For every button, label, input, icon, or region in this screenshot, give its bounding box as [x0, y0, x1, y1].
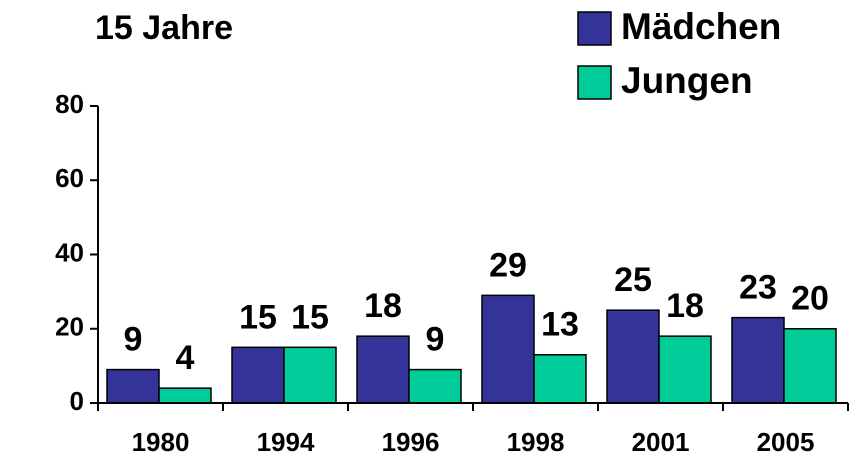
data-label: 9: [124, 321, 143, 359]
data-label: 9: [426, 321, 445, 359]
data-label: 13: [541, 306, 579, 344]
y-tick-label: 0: [70, 386, 84, 416]
data-label: 18: [666, 287, 704, 325]
x-tick-label: 2001: [632, 427, 690, 457]
data-label: 29: [489, 246, 527, 284]
bar: [731, 316, 785, 404]
bar: [606, 309, 660, 404]
y-tick-label: 60: [55, 163, 84, 193]
bar: [783, 328, 837, 404]
legend-swatch: [577, 11, 612, 46]
data-label: 4: [176, 339, 195, 377]
legend-label: Jungen: [621, 60, 753, 101]
x-tick-label: 1994: [257, 427, 315, 457]
x-tick-label: 2005: [757, 427, 815, 457]
data-label: 25: [614, 261, 652, 299]
chart-title: 15 Jahre: [95, 9, 233, 47]
data-label: 23: [739, 269, 777, 307]
bar: [106, 368, 160, 404]
bar: [658, 335, 712, 404]
bar: [481, 294, 535, 404]
bar: [231, 346, 285, 404]
y-tick-label: 20: [55, 312, 84, 342]
bar: [283, 346, 337, 404]
y-tick-label: 80: [55, 89, 84, 119]
bar: [158, 387, 212, 404]
data-label: 15: [239, 298, 277, 336]
bar: [533, 353, 587, 404]
x-tick-label: 1996: [382, 427, 440, 457]
legend-label: Mädchen: [621, 6, 781, 47]
y-tick-label: 40: [55, 237, 84, 267]
x-tick-label: 1998: [507, 427, 565, 457]
data-label: 18: [364, 287, 402, 325]
data-label: 20: [791, 280, 829, 318]
data-label: 15: [291, 298, 329, 336]
bar: [408, 368, 462, 404]
x-tick-label: 1980: [132, 427, 190, 457]
legend-swatch: [577, 65, 612, 100]
bar: [356, 335, 410, 404]
